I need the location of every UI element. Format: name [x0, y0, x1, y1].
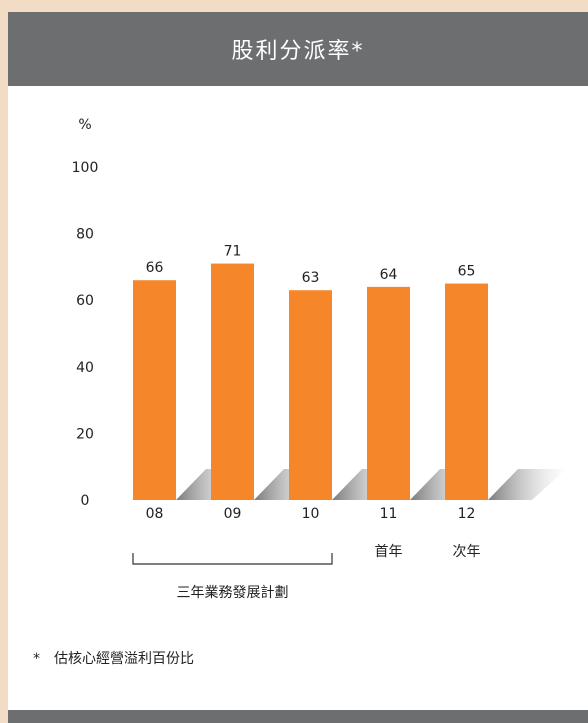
x-tick-label: 08 [146, 506, 164, 522]
x-sub-label: 首年 [375, 544, 403, 560]
bar-11 [367, 286, 410, 500]
bar-09 [211, 263, 254, 500]
bar-12 [445, 283, 488, 500]
bracket-line [132, 553, 333, 565]
y-tick-label: 60 [76, 293, 94, 309]
data-label: 71 [224, 244, 242, 260]
bracket-label: 三年業務發展計劃 [177, 585, 289, 601]
bar-shadow [488, 469, 566, 500]
data-label: 65 [458, 264, 476, 280]
y-axis-unit: % [78, 117, 91, 133]
bar-08 [133, 280, 176, 500]
bar-10 [289, 290, 332, 500]
y-tick-label: 20 [76, 426, 94, 442]
x-sub-label: 次年 [453, 544, 481, 560]
x-tick-label: 11 [380, 506, 398, 522]
data-label: 66 [146, 260, 164, 276]
chart-panel: 股利分派率* [8, 12, 588, 723]
x-tick-label: 09 [224, 506, 242, 522]
data-label: 64 [380, 267, 398, 283]
footnote-marker: * [33, 651, 40, 667]
footer-bar [8, 710, 588, 723]
chart-header: 股利分派率* [8, 12, 588, 86]
x-tick-label: 10 [302, 506, 320, 522]
footnote-text: 估核心經營溢利百份比 [54, 651, 194, 667]
y-tick-label: 0 [81, 493, 90, 509]
y-tick-label: 40 [76, 360, 94, 376]
data-label: 63 [302, 270, 320, 286]
chart-title: 股利分派率* [231, 39, 365, 64]
y-tick-label: 100 [72, 160, 99, 176]
x-tick-label: 12 [458, 506, 476, 522]
footnote: * 估核心經營溢利百份比 [33, 648, 194, 668]
y-tick-label: 80 [76, 227, 94, 243]
